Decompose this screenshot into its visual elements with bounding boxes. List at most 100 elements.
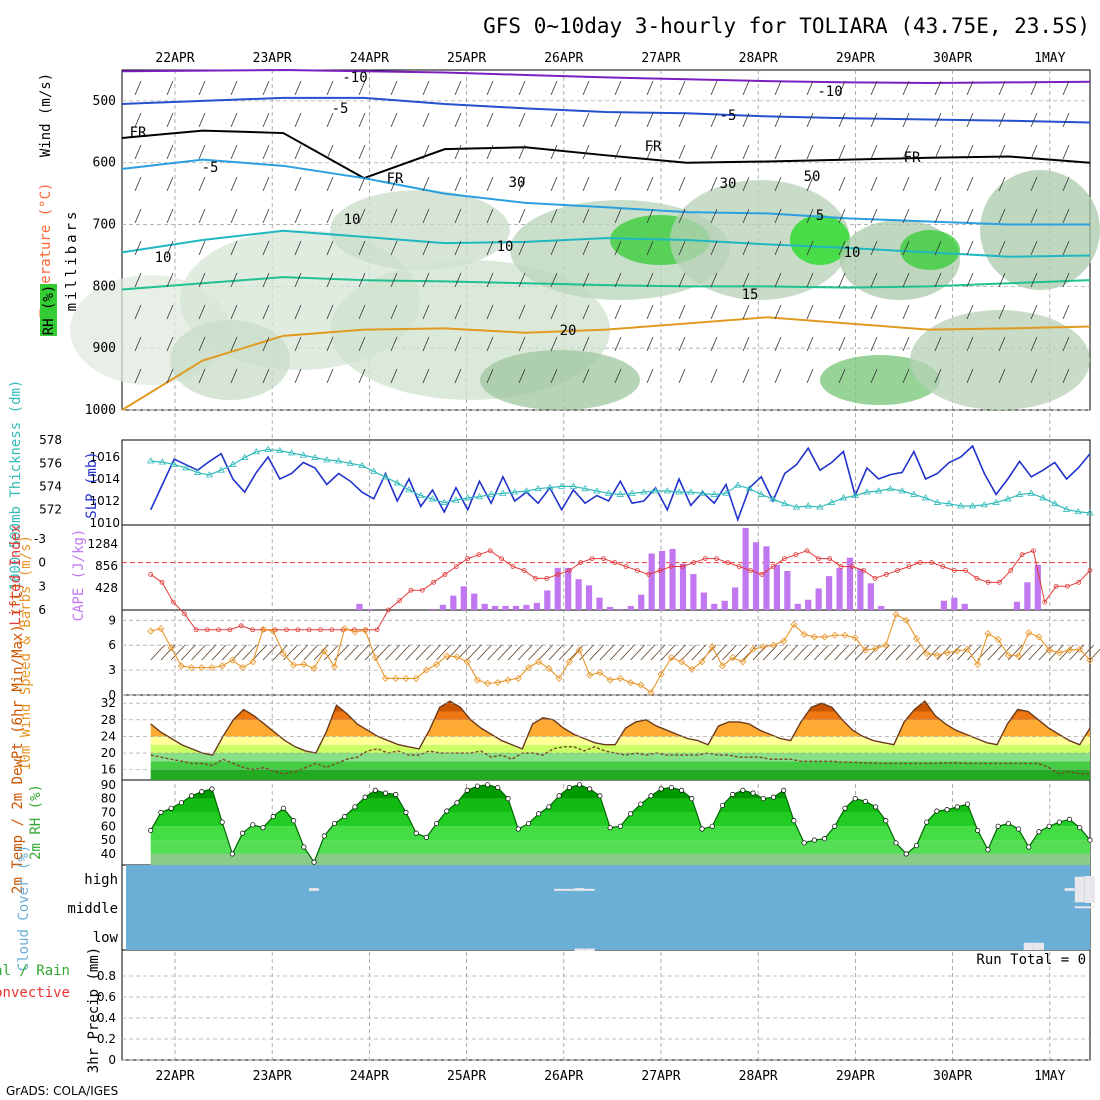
wind10-barb [405, 644, 421, 661]
wind10-point [473, 676, 481, 684]
thickness-point [358, 461, 366, 469]
li-point [578, 560, 584, 565]
wind-barb [326, 80, 334, 96]
wind10-point [300, 660, 308, 668]
wind-barb [646, 304, 654, 320]
date-tick-top: 22APR [155, 51, 194, 66]
wind-barb [774, 208, 782, 224]
wind-barb [390, 272, 398, 288]
rh-point [168, 805, 174, 811]
rh-point [760, 796, 766, 802]
wind10-barb [691, 644, 707, 661]
wind10-point [606, 676, 614, 684]
wind-barb [390, 240, 398, 256]
contour-label: 10 [844, 245, 861, 261]
date-tick-top: 1MAY [1034, 51, 1065, 66]
wind10-point [698, 658, 706, 666]
cloud-low-cell [1023, 942, 1034, 950]
wind10-point [147, 627, 155, 635]
li-point [940, 564, 946, 569]
wind-barb [870, 80, 878, 96]
temp-tick: 24 [101, 729, 116, 743]
cape-bar [669, 548, 676, 610]
rh-point [372, 787, 378, 793]
wind-barb [678, 112, 686, 128]
wind10-point [514, 674, 522, 682]
wind10-barb [160, 644, 176, 661]
wind-barb [742, 368, 750, 384]
thickness-point [992, 498, 1000, 505]
contour-label: FR [387, 171, 404, 187]
rh-shading [790, 215, 850, 265]
temp-tick: 32 [101, 696, 116, 710]
wind10-point [341, 625, 349, 633]
li-tick: 6 [38, 603, 46, 617]
wind-barb [358, 368, 366, 384]
date-tick-top: 25APR [447, 51, 486, 66]
wind10-point [279, 649, 287, 658]
wind-barb [870, 368, 878, 384]
isotherm-5 [121, 158, 1090, 226]
rh-point [199, 789, 205, 795]
cloud-high-cell [1074, 876, 1085, 903]
thickness-point [264, 445, 272, 452]
thickness-point [628, 489, 636, 496]
thickness-point [299, 451, 308, 458]
li-point [623, 564, 629, 569]
wind-barb [966, 144, 974, 160]
cape-bar [825, 576, 833, 610]
wind10-barb [283, 644, 298, 661]
wind-barb [870, 208, 878, 224]
cape-bar [659, 550, 666, 610]
wind10-barb [926, 644, 941, 661]
rh-point [331, 820, 338, 827]
li-point [589, 556, 595, 562]
wind-barb [870, 176, 878, 192]
thickness-point [487, 490, 495, 497]
wind-barb [582, 368, 590, 384]
thickness-point [957, 502, 965, 509]
wind-barb [646, 144, 654, 160]
wind10-point [790, 620, 798, 629]
rh-point [750, 790, 756, 796]
thickness-point [475, 492, 484, 500]
rh-point [148, 827, 154, 833]
rh-point [995, 823, 1001, 829]
wind-barb [134, 336, 142, 352]
rh-point [464, 787, 470, 793]
cape-bar [1024, 582, 1031, 610]
wind-barb [806, 176, 814, 192]
thickness-point [781, 499, 789, 507]
wind-barb [326, 304, 334, 320]
contour-label: -5 [720, 108, 737, 124]
wind10-point [290, 661, 298, 669]
thickness-point [898, 487, 906, 494]
rh-point [291, 818, 297, 824]
wind10-point [381, 674, 390, 682]
wind-barb [1030, 304, 1038, 320]
li-point [1042, 599, 1048, 605]
wind10-point [198, 664, 206, 672]
wind-barb [358, 240, 366, 256]
wind-barb [262, 240, 270, 256]
rh-point [454, 800, 460, 806]
wind10-point [586, 671, 594, 679]
date-tick-bottom: 26APR [544, 1069, 583, 1084]
cape-bar [648, 553, 655, 610]
wind10-point [361, 626, 369, 634]
cloud-high-cell [1064, 888, 1075, 891]
cloud-middle-cell [1074, 906, 1085, 909]
thickness-point [381, 473, 390, 480]
cape-bar [690, 574, 697, 610]
date-tick-top: 29APR [836, 51, 875, 66]
wind-barb [870, 336, 878, 352]
wind10-barb [1038, 644, 1054, 661]
wind10-point [810, 633, 818, 641]
rh-axis-label: RH (%) [41, 285, 57, 336]
wind-barb [838, 304, 846, 320]
wind10-barb [803, 644, 819, 661]
pressure-tick: 500 [93, 94, 116, 109]
li-point [1053, 583, 1059, 589]
thickness-point [229, 460, 237, 467]
rh-point [719, 802, 725, 809]
